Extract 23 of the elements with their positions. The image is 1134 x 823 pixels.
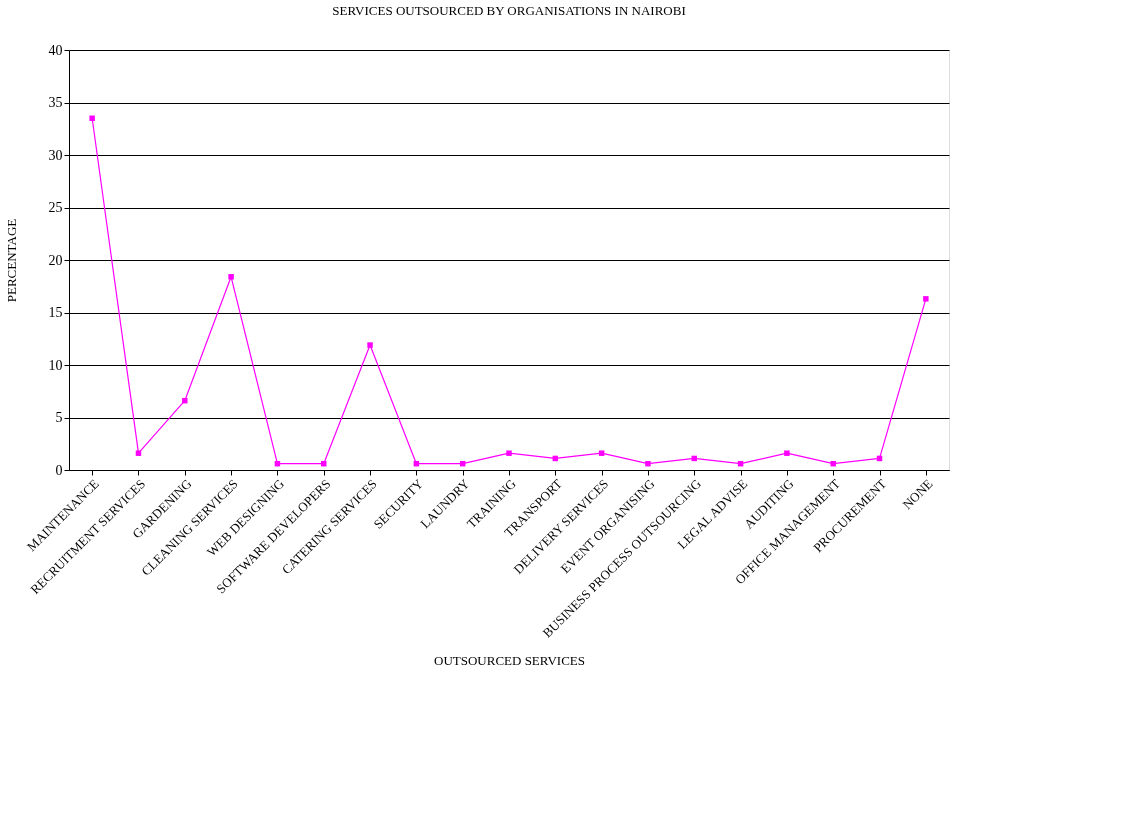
y-tick-label: 35 <box>48 95 63 110</box>
point <box>784 450 790 456</box>
y-tick-label: 10 <box>48 357 63 373</box>
point <box>598 450 605 456</box>
point <box>228 274 234 280</box>
y-tick-label: 15 <box>48 305 63 320</box>
point <box>923 296 929 302</box>
y-axis-title: PERCENTAGE <box>3 218 19 303</box>
y-tick-label: 0 <box>55 462 63 478</box>
point <box>182 397 188 404</box>
x-axis-title: OUTSOURCED SERVICES <box>433 653 586 669</box>
point <box>89 115 95 121</box>
y-tick-label: 20 <box>48 252 63 268</box>
point <box>367 342 373 348</box>
y-tick-label: 30 <box>48 147 63 163</box>
point <box>645 460 651 467</box>
point <box>830 460 836 467</box>
chart-title: SERVICES OUTSOURCED BY ORGANISATIONS IN NAIROBI <box>332 3 686 18</box>
point <box>135 450 142 456</box>
y-tick-label: 40 <box>48 42 63 58</box>
y-tick-label: 5 <box>55 410 63 425</box>
y-tick-label: 25 <box>48 200 63 215</box>
point <box>506 450 512 456</box>
